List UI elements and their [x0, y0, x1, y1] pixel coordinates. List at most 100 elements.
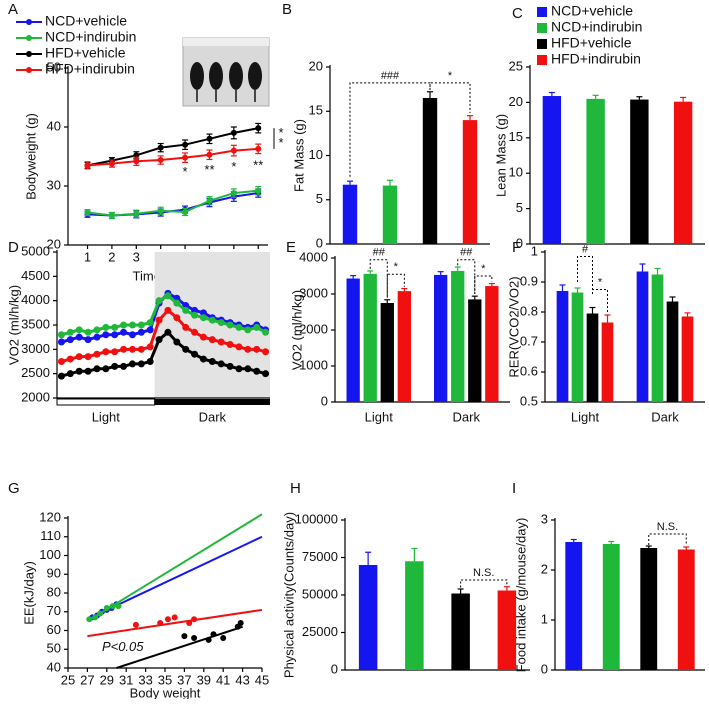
legend-label: NCD+vehicle [551, 3, 633, 19]
data-point [164, 292, 172, 300]
bar [451, 270, 465, 402]
bar [677, 549, 695, 670]
data-point [206, 197, 213, 204]
x-tick-label: 2 [108, 249, 115, 264]
panel: E 0 1000 2000 3000 4000 VO2 (ml/h/kg) Light Dark… [286, 239, 510, 424]
y-tick-label: 2 [541, 561, 548, 576]
legend-label: HFD+vehicle [551, 35, 632, 51]
x-tick-label: 27 [80, 672, 94, 687]
significance-label: ### [381, 70, 400, 82]
data-point [182, 154, 189, 161]
data-point [146, 343, 154, 351]
y-tick-label: 75000 [302, 549, 338, 564]
y-tick-label: 100 [39, 547, 61, 562]
significance-bracket [460, 579, 508, 588]
legend-marker [26, 19, 32, 25]
bar [405, 561, 424, 670]
y-axis-label: VO2 (ml/h/kg) [6, 285, 21, 365]
data-point [230, 129, 237, 136]
data-point [199, 333, 207, 341]
data-point [217, 338, 225, 346]
data-point [191, 306, 199, 314]
data-point [191, 350, 199, 358]
bar [468, 299, 482, 402]
panel-letter: G [8, 480, 20, 497]
data-point [199, 309, 207, 317]
data-point [191, 635, 198, 641]
bar [462, 120, 478, 244]
data-point [182, 345, 190, 353]
panel-letter: B [282, 1, 292, 18]
panel: F 0.5 0.6 0.7 0.8 0.9 1 RER(VCO2/VO2) Light Dark #… [506, 239, 705, 424]
data-point [164, 328, 172, 336]
data-point [133, 210, 140, 217]
legend-swatch [537, 55, 547, 65]
bar [556, 291, 569, 402]
data-point [84, 336, 92, 344]
x-tick-label: 33 [138, 672, 152, 687]
y-tick-label: 4000 [299, 249, 328, 264]
data-point [206, 151, 213, 158]
data-point [86, 616, 93, 623]
data-point [146, 326, 154, 334]
panel: G 40 50 60 70 80 90 100 110 120 25 27 29 31 33 35 37 39 41… [8, 480, 269, 700]
data-point [93, 350, 101, 358]
significance-label: * [183, 164, 188, 179]
y-tick-label: 3000 [299, 285, 328, 300]
y-axis-label: Bodyweight (g) [23, 113, 38, 200]
y-tick-label: 0.6 [520, 363, 538, 378]
data-point [108, 212, 115, 219]
panel: I 0 1 2 3 Food intake (g/mouse/day) N.S. [512, 480, 705, 676]
data-point [132, 621, 139, 628]
data-point [120, 321, 128, 329]
y-tick-label: 25000 [302, 624, 338, 639]
bar [586, 313, 599, 402]
data-point [128, 321, 136, 329]
y-tick-label: 0.7 [520, 333, 538, 348]
bar [497, 590, 517, 670]
y-tick-label: 0 [516, 235, 523, 250]
significance-label: ** [204, 162, 214, 177]
y-tick-label: 5000 [21, 243, 50, 258]
data-point [93, 333, 101, 341]
y-tick-label: 50000 [302, 586, 338, 601]
bar [363, 273, 377, 402]
data-point [226, 321, 234, 329]
data-point [120, 345, 128, 353]
data-point [191, 616, 198, 623]
y-tick-label: 0.9 [520, 273, 538, 288]
y-tick-label: 1 [531, 243, 538, 258]
significance-label: * [598, 276, 603, 288]
data-point [230, 190, 237, 197]
annotation: P<0.05 [102, 639, 144, 654]
x-tick-label: Light [365, 409, 394, 424]
x-tick-label: Dark [651, 409, 679, 424]
bar [342, 184, 358, 244]
y-tick-label: 0 [541, 661, 548, 676]
significance-label: # [582, 243, 589, 255]
y-tick-label: 2000 [299, 321, 328, 336]
data-point [57, 358, 65, 365]
y-tick-label: 3500 [21, 316, 50, 331]
data-point [173, 299, 181, 307]
y-axis-label: VO2 (ml/h/kg) [289, 290, 304, 370]
data-point [75, 333, 83, 341]
bar [451, 593, 470, 670]
data-point [137, 321, 145, 329]
significance-label: * [278, 125, 283, 140]
y-tick-label: 0 [331, 661, 338, 676]
bar [358, 565, 378, 670]
bar [636, 271, 649, 402]
y-tick-label: 100000 [295, 511, 338, 526]
x-tick-label: 1 [84, 249, 91, 264]
data-point [155, 297, 163, 305]
y-tick-label: 50 [47, 641, 61, 656]
fit-line [116, 625, 243, 669]
x-tick-label: Dark [453, 409, 481, 424]
significance-bracket [349, 82, 431, 177]
data-point [255, 145, 262, 152]
y-tick-label: 5 [516, 200, 523, 215]
data-point [115, 603, 122, 610]
